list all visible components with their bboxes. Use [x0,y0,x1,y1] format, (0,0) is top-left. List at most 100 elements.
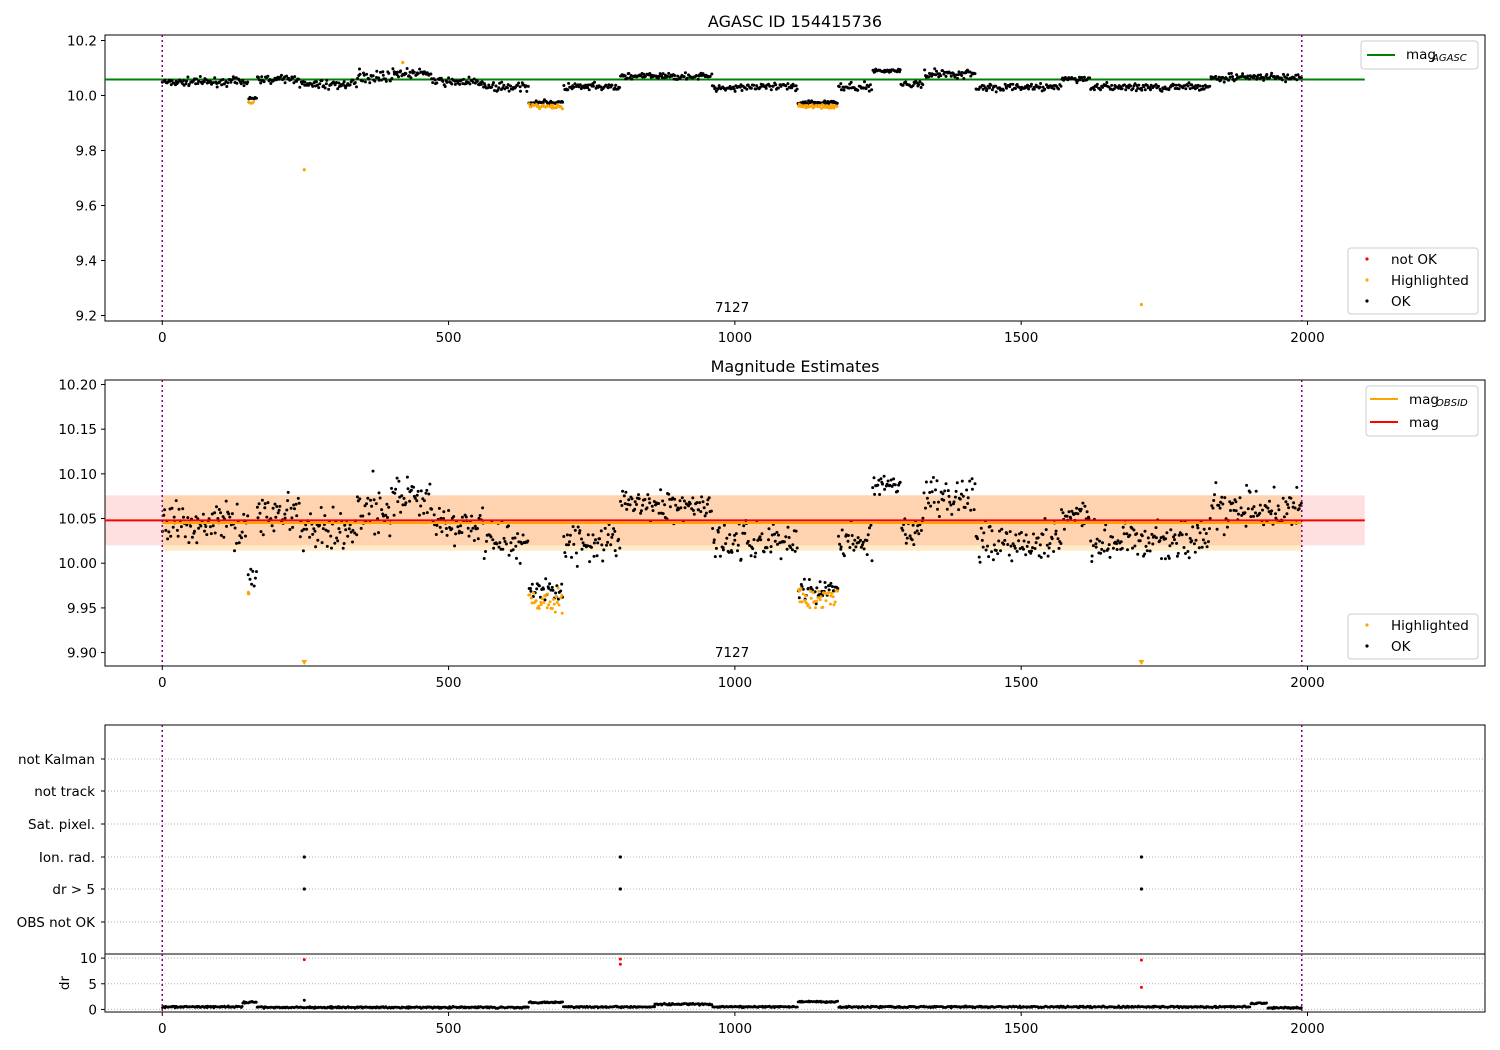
ok-point [562,535,566,538]
ok-point [520,81,524,85]
flag-label-0: not Kalman [18,752,95,768]
ok-point [1083,504,1087,508]
highlighted-point [816,596,820,600]
ok-point [179,525,183,529]
ok-point [1076,512,1080,516]
ok-point [1268,76,1272,80]
ok-point [740,89,744,92]
ok-point [321,527,325,531]
ok-point [550,585,554,589]
ok-point [1169,528,1173,532]
ok-point [949,503,953,507]
ok-point [1128,533,1132,537]
ok-point [501,547,505,551]
ok-point [1152,534,1156,538]
ok-point [498,541,502,545]
ok-point [692,512,696,516]
ok-point [584,83,588,87]
ok-point [1098,539,1102,543]
ok-point [1037,554,1041,558]
ok-point [275,505,279,508]
ok-point [853,538,857,542]
ok-point [948,500,952,504]
ok-point [1019,88,1023,92]
ok-point [163,508,167,512]
ok-point [415,493,419,497]
ok-point [1151,542,1155,546]
p2-xtick-label-4: 2000 [1290,675,1324,691]
ok-point [537,584,541,588]
ok-point [175,528,179,532]
ok-point [643,498,647,501]
ok-point [1240,513,1244,517]
ok-point [1052,87,1056,91]
ok-point [610,83,614,87]
ok-point [945,507,949,511]
ok-point [234,76,238,80]
panel2-axes [104,379,1486,667]
ok-point [297,501,301,505]
highlighted-point [555,600,559,604]
ok-point [210,512,214,516]
ok-point [709,509,713,513]
ok-point [824,585,828,589]
ok-point [195,541,199,545]
ok-point [339,512,343,515]
ok-point [592,541,596,545]
p1-xtick-label-2: 1000 [718,330,752,346]
highlighted-point [819,595,823,599]
ok-point [307,83,310,87]
ok-point [1165,531,1169,535]
ok-point [1269,512,1273,516]
ok-point [846,539,850,543]
ok-point [450,527,454,531]
ok-point [229,80,233,84]
ok-point [442,517,445,520]
highlighted-point [544,594,547,598]
ok-point [507,553,511,557]
ok-point [1075,506,1079,510]
ok-point [939,74,943,78]
ok-point [362,71,365,75]
ok-point [430,507,434,511]
ok-point [1166,554,1170,558]
ok-point [586,83,590,87]
ok-point [494,84,498,88]
ok-point [943,70,947,74]
ok-point [363,80,367,84]
ok-point [181,507,185,511]
ok-point [305,527,309,531]
ok-point [1133,544,1137,548]
ok-point [1262,523,1266,527]
ok-point [327,87,331,91]
ok-point [969,508,973,512]
ok-point [331,505,335,509]
ok-point [375,69,379,73]
ok-point [1107,85,1111,89]
ok-point [1220,495,1224,499]
ok-point [1075,81,1079,85]
ok-point [927,75,931,79]
p4-ytick-label-1: 5 [88,977,97,993]
ok-point [362,73,366,77]
ok-point [1079,507,1083,511]
ok-point [205,533,209,537]
ok-point [739,83,743,87]
ok-point [991,558,995,562]
ok-point [213,511,217,515]
highlighted-point [537,607,541,610]
ok-point [1167,556,1171,560]
ok-point [1148,549,1152,553]
ok-point [561,100,565,104]
ok-point [1099,88,1102,92]
ok-point [1046,554,1050,558]
highlighted-point [810,103,814,107]
ok-point [593,80,596,84]
ok-point [401,503,405,507]
highlighted-point [557,603,561,607]
ok-point [333,83,337,87]
flag-label-3: Ion. rad. [39,850,95,866]
dr-spike-point [1139,985,1143,989]
ok-point [688,502,692,506]
ok-point [673,74,677,77]
